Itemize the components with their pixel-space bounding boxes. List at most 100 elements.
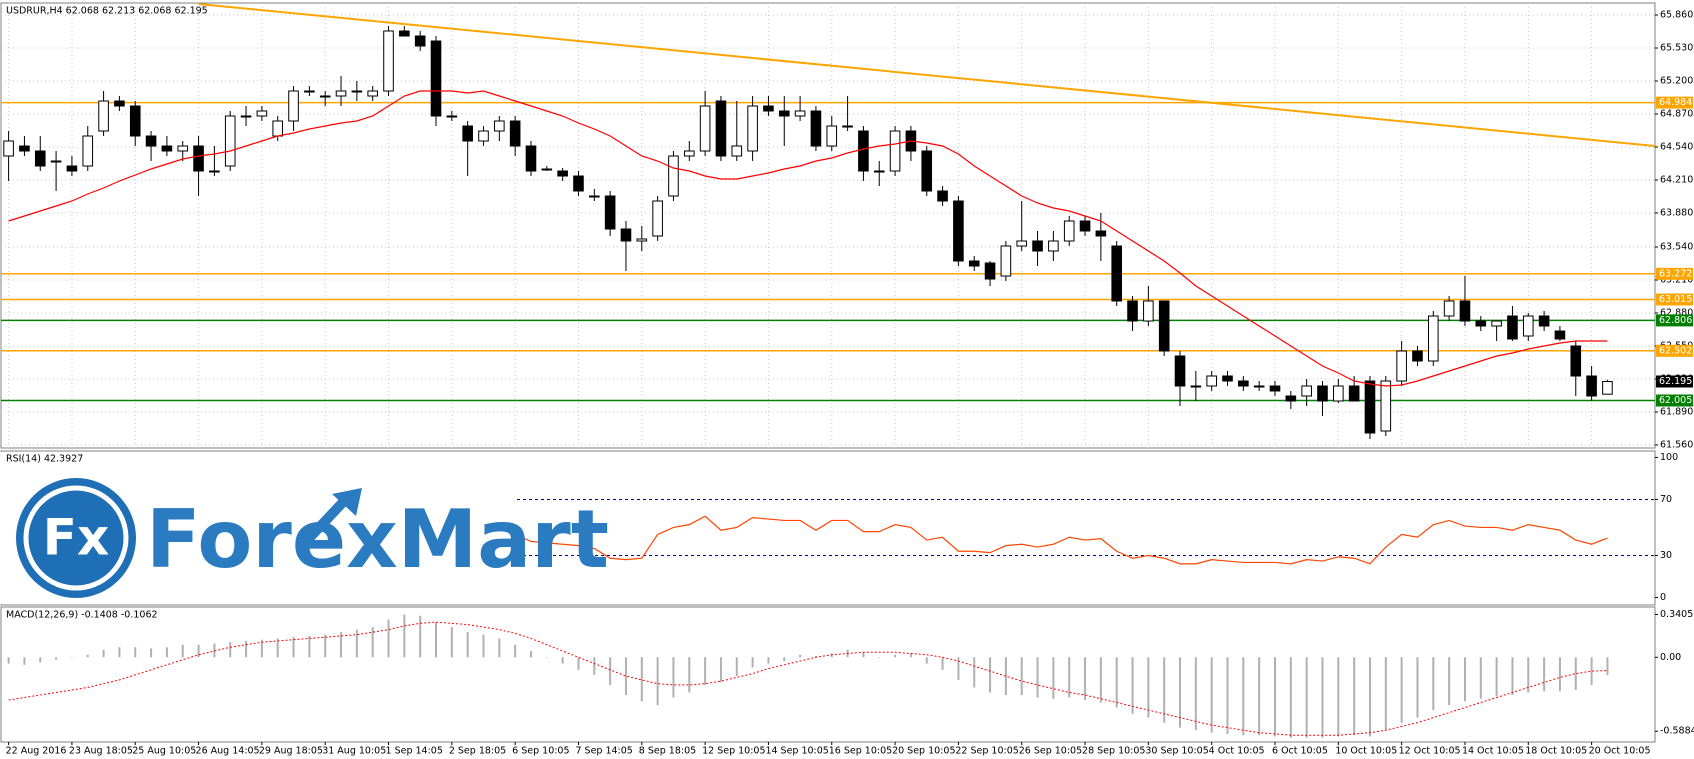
- histogram-bar: [498, 638, 501, 658]
- y-tick-label: -0.5884: [1660, 726, 1694, 737]
- histogram-bar: [435, 622, 438, 658]
- candle-body: [272, 120, 284, 137]
- histogram-bar: [878, 657, 881, 658]
- histogram-bar: [624, 657, 627, 695]
- candle-body: [683, 150, 695, 157]
- histogram-bar: [260, 639, 263, 658]
- level-label: 62.806: [1659, 315, 1692, 326]
- candle-body: [1238, 380, 1249, 387]
- candle-body: [319, 95, 331, 98]
- x-tick-label: 10 Oct 10:05: [1335, 746, 1397, 757]
- logo-text: ForexMart: [146, 493, 609, 586]
- x-tick-label: 23 Aug 18:05: [69, 746, 133, 757]
- y-tick-label: 0.3405: [1660, 609, 1693, 620]
- histogram-bar: [941, 657, 944, 670]
- candle-body: [604, 195, 616, 230]
- histogram-bar: [181, 644, 184, 658]
- histogram-bar: [514, 644, 517, 658]
- candle-body: [1602, 381, 1613, 395]
- candle-body: [636, 238, 648, 242]
- x-tick-label: 22 Aug 2016: [6, 746, 67, 757]
- candle-body: [968, 260, 980, 267]
- histogram-bar: [688, 657, 691, 693]
- x-tick-label: 20 Oct 10:05: [1589, 746, 1651, 757]
- candle-body: [699, 105, 711, 152]
- level-label: 63.015: [1659, 294, 1692, 305]
- candle-body: [1127, 300, 1138, 322]
- histogram-bar: [1400, 657, 1403, 723]
- histogram-bar: [1210, 657, 1213, 733]
- histogram-bar: [1384, 657, 1387, 731]
- candle-body: [3, 140, 14, 157]
- histogram-bar: [7, 657, 10, 664]
- candle-body: [1143, 300, 1154, 322]
- candle-body: [1348, 385, 1360, 402]
- candle-body: [383, 30, 394, 92]
- histogram-bar: [403, 614, 406, 658]
- histogram-bar: [894, 654, 897, 658]
- histogram-bar: [1590, 657, 1593, 685]
- candle-body: [50, 160, 62, 163]
- y-tick-label: 0: [1660, 592, 1666, 603]
- logo-badge: Fx: [43, 509, 109, 567]
- histogram-bar: [545, 657, 548, 658]
- candle-body: [129, 105, 141, 137]
- candle-body: [209, 170, 220, 173]
- histogram-bar: [1194, 657, 1197, 731]
- x-tick-label: 16 Sep 10:05: [829, 746, 892, 757]
- x-tick-label: 6 Oct 10:05: [1272, 746, 1328, 757]
- histogram-bar: [1115, 657, 1118, 708]
- candle-body: [1570, 345, 1582, 377]
- y-tick-label: 0.00: [1660, 652, 1681, 663]
- logo-arrow: [296, 496, 349, 552]
- histogram-bar: [1353, 657, 1356, 736]
- histogram-bar: [213, 643, 216, 658]
- histogram-bar: [989, 657, 992, 693]
- candle-body: [731, 145, 743, 157]
- level-label-box: [1656, 344, 1693, 357]
- candle-body: [984, 262, 996, 280]
- candle-body: [1554, 330, 1566, 340]
- candle-body: [1301, 385, 1312, 397]
- candle-body: [668, 155, 679, 197]
- histogram-bar: [292, 637, 295, 658]
- candle-body: [351, 90, 363, 93]
- x-tick-label: 12 Sep 10:05: [702, 746, 765, 757]
- histogram-bar: [229, 642, 232, 658]
- histogram-bar: [751, 657, 754, 668]
- level-label-box: [1656, 394, 1693, 407]
- x-tick-label: 20 Sep 10:05: [892, 746, 955, 757]
- candle-body: [747, 105, 758, 152]
- candle-body: [1111, 245, 1123, 302]
- histogram-bar: [704, 657, 707, 685]
- histogram-bar: [1258, 657, 1261, 736]
- histogram-bar: [23, 657, 26, 665]
- histogram-bar: [1052, 657, 1055, 699]
- x-tick-label: 1 Sep 14:05: [386, 746, 443, 757]
- histogram-bar: [308, 635, 311, 658]
- candle-body: [1507, 315, 1518, 340]
- histogram-bar: [1495, 657, 1498, 697]
- candle-body: [573, 175, 584, 192]
- x-tick-label: 26 Sep 10:05: [1019, 746, 1082, 757]
- histogram-bar: [1511, 657, 1514, 695]
- x-tick-label: 6 Sep 10:05: [512, 746, 569, 757]
- histogram-bar: [86, 654, 89, 658]
- histogram-bar: [355, 629, 358, 658]
- candle-body: [494, 120, 505, 132]
- last-price-box: [1656, 375, 1693, 388]
- y-tick-label: 61.890: [1660, 407, 1693, 418]
- histogram-bar: [1179, 657, 1182, 728]
- histogram-bar: [1463, 657, 1466, 702]
- candle-body: [399, 30, 410, 37]
- histogram-bar: [39, 657, 42, 663]
- candle-body: [98, 100, 109, 132]
- histogram-bar: [1274, 657, 1276, 737]
- candle-body: [1206, 375, 1217, 387]
- histogram-bar: [1226, 657, 1229, 734]
- candle-body: [810, 110, 822, 147]
- histogram-bar: [767, 657, 770, 664]
- candle-body: [304, 90, 315, 93]
